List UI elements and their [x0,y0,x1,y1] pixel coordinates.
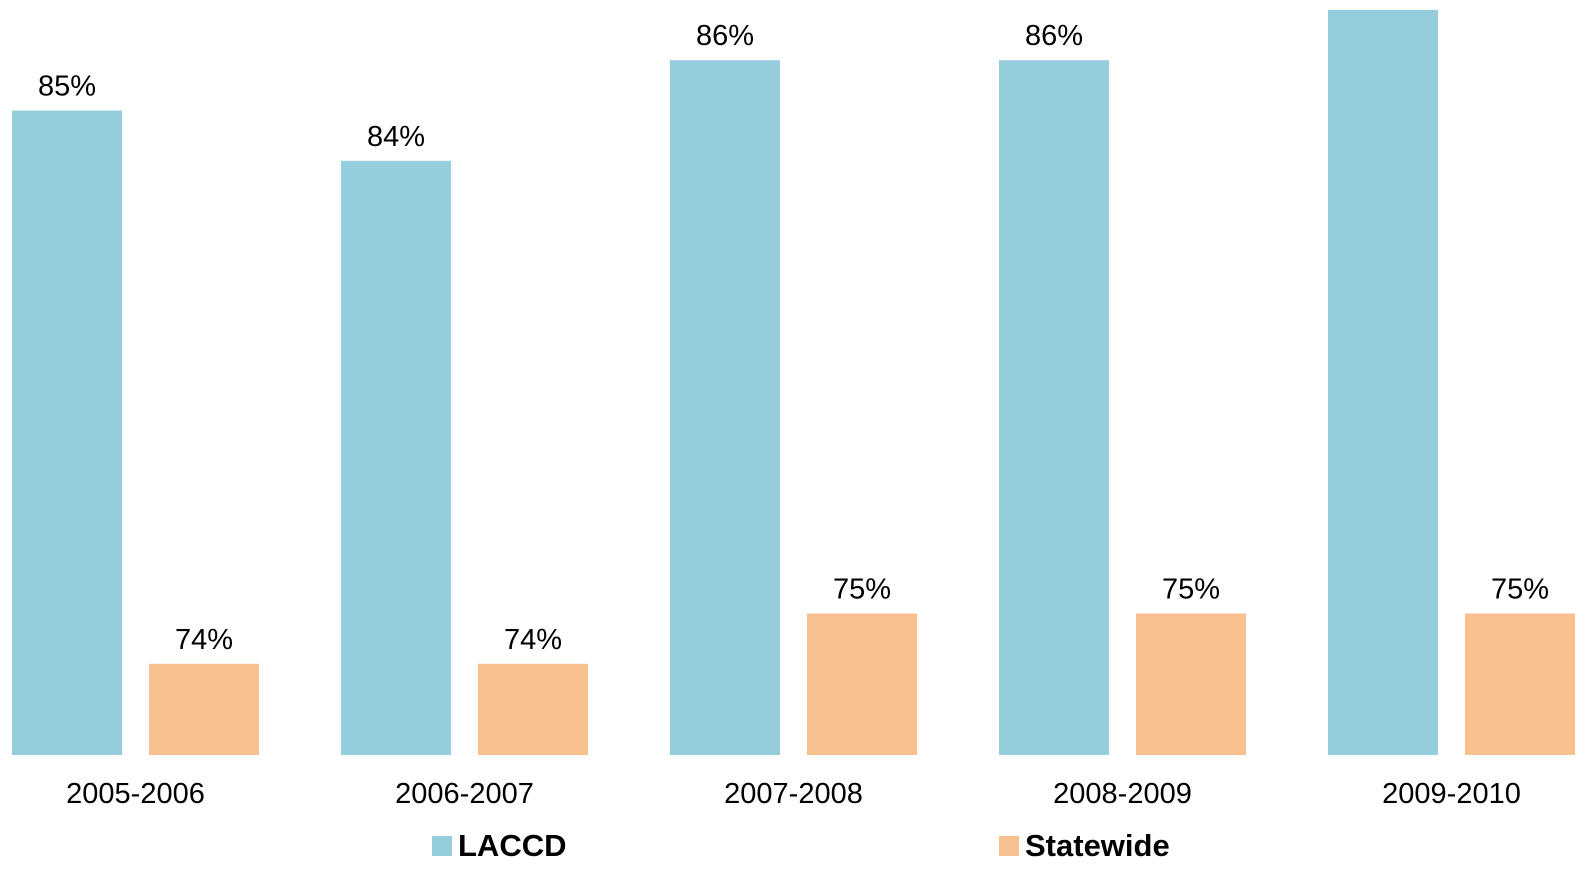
bar-statewide-2007-2008 [807,613,917,755]
data-label-statewide-2008-2009: 75% [1162,574,1220,606]
bar-laccd-2008-2009 [999,60,1109,755]
bar-statewide-2005-2006 [149,663,259,755]
data-label-laccd-2008-2009: 86% [1025,20,1083,52]
data-label-statewide-2007-2008: 75% [833,574,891,606]
data-label-laccd-2007-2008: 86% [696,20,754,52]
data-label-statewide-2006-2007: 74% [504,624,562,656]
legend-item-laccd: LACCD [432,826,567,866]
bar-laccd-2009-2010 [1328,9,1438,755]
bar-laccd-2006-2007 [341,160,451,756]
legend-label-laccd: LACCD [458,828,567,863]
legend-swatch-statewide [999,836,1019,856]
bar-laccd-2007-2008 [670,60,780,755]
bar-statewide-2008-2009 [1136,613,1246,755]
bar-laccd-2005-2006 [12,110,122,755]
data-label-statewide-2005-2006: 74% [175,624,233,656]
legend-swatch-laccd [432,836,452,856]
x-tick-label-2009-2010: 2009-2010 [1382,778,1521,810]
data-label-laccd-2009-2010: 87% [1354,0,1412,2]
data-label-statewide-2009-2010: 75% [1491,574,1549,606]
x-tick-label-2005-2006: 2005-2006 [66,778,205,810]
data-label-laccd-2006-2007: 84% [367,121,425,153]
legend-item-statewide: Statewide [999,826,1170,866]
legend-label-statewide: Statewide [1025,828,1170,863]
data-label-laccd-2005-2006: 85% [38,71,96,103]
chart-legend: LACCD Statewide [0,826,1593,866]
x-tick-label-2007-2008: 2007-2008 [724,778,863,810]
x-tick-label-2008-2009: 2008-2009 [1053,778,1192,810]
bar-statewide-2009-2010 [1465,613,1575,755]
x-tick-label-2006-2007: 2006-2007 [395,778,534,810]
bar-statewide-2006-2007 [478,663,588,755]
